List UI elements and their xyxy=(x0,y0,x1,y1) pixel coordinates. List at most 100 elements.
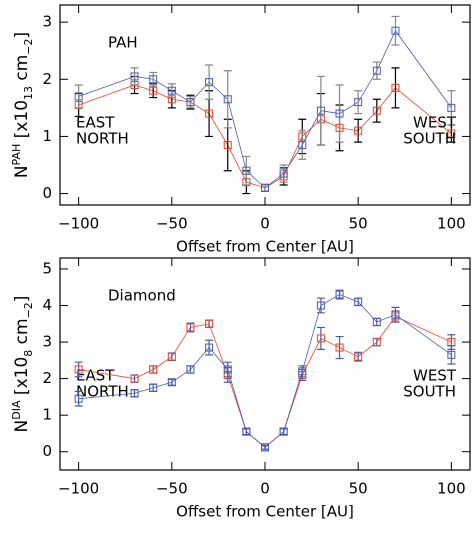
y-tick-label: 1 xyxy=(42,127,52,145)
error-bar xyxy=(279,428,288,436)
legend-label: EAST xyxy=(76,114,115,132)
y-tick-label: 0 xyxy=(42,184,52,202)
y-axis-label-part: PAH xyxy=(10,144,23,166)
error-bar xyxy=(335,335,344,360)
data-point xyxy=(298,367,307,376)
y-tick-label: 3 xyxy=(42,333,52,351)
data-point xyxy=(447,129,456,138)
x-tick-label: 0 xyxy=(260,480,270,498)
error-bar xyxy=(335,84,344,143)
y-axis-label-part: ] xyxy=(12,32,32,39)
data-point xyxy=(372,338,381,347)
y-axis-label-part: −2 xyxy=(22,302,35,318)
x-tick-label: −50 xyxy=(156,215,188,233)
data-point xyxy=(354,98,363,107)
data-point xyxy=(261,443,269,452)
data-point xyxy=(316,106,325,115)
error-bar xyxy=(223,70,232,129)
y-axis-label-part: ] xyxy=(12,296,32,303)
error-bar xyxy=(167,378,176,386)
x-tick-label: 100 xyxy=(437,215,466,233)
data-point xyxy=(316,301,325,310)
data-point xyxy=(447,103,456,112)
y-axis-label: NPAH [x1013 cm−2] xyxy=(10,32,35,178)
y-axis-label-part: [x10 xyxy=(12,100,32,144)
data-point xyxy=(372,66,381,75)
error-bar xyxy=(372,61,381,80)
error-bar xyxy=(261,444,269,450)
error-bar xyxy=(242,155,251,186)
y-axis-label-part: cm xyxy=(12,318,32,349)
data-point xyxy=(205,319,214,328)
series-line xyxy=(78,29,452,189)
legend-label: NORTH xyxy=(76,130,129,148)
data-point xyxy=(149,75,158,84)
data-point xyxy=(205,343,214,352)
data-point xyxy=(186,323,195,332)
y-axis-label-part: DIA xyxy=(10,400,23,420)
data-point xyxy=(167,352,176,361)
x-tick-label: −50 xyxy=(156,480,188,498)
data-point xyxy=(279,169,288,178)
error-bar xyxy=(354,118,363,143)
error-bar xyxy=(205,319,214,329)
annotation: SOUTH xyxy=(403,130,456,148)
error-bar xyxy=(205,339,214,356)
x-tick-label: −100 xyxy=(58,480,99,498)
x-tick-label: 0 xyxy=(260,215,270,233)
data-point xyxy=(149,383,158,392)
error-bar xyxy=(447,345,456,365)
annotation: WEST xyxy=(413,114,457,132)
error-bar xyxy=(335,289,344,300)
data-point xyxy=(242,427,251,436)
x-tick-label: −100 xyxy=(58,215,99,233)
error-bar xyxy=(242,428,251,436)
error-bar xyxy=(354,90,363,115)
y-tick-label: 3 xyxy=(42,13,52,31)
error-bar xyxy=(130,374,139,383)
y-tick-label: 1 xyxy=(42,406,52,424)
data-point xyxy=(74,365,83,374)
x-tick-label: 50 xyxy=(349,215,368,233)
data-point xyxy=(261,183,269,192)
annotation: WEST xyxy=(413,367,457,385)
data-point xyxy=(279,427,288,436)
data-point xyxy=(74,394,83,403)
y-axis-label-part: N xyxy=(12,165,32,178)
data-point xyxy=(316,334,325,343)
data-point xyxy=(447,350,456,359)
data-point xyxy=(354,126,363,135)
error-bar xyxy=(223,361,232,378)
data-point xyxy=(205,78,214,87)
data-point xyxy=(149,86,158,95)
data-point xyxy=(186,365,195,374)
data-point xyxy=(167,86,176,95)
data-point xyxy=(298,141,307,149)
error-bar xyxy=(316,326,325,350)
data-point xyxy=(223,95,232,104)
error-bar xyxy=(186,322,195,333)
error-bar xyxy=(205,64,214,100)
data-point xyxy=(167,378,176,387)
error-bar xyxy=(149,365,158,374)
x-axis-label: Offset from Center [AU] xyxy=(176,503,354,521)
data-point xyxy=(242,166,251,175)
error-bar xyxy=(391,306,400,323)
data-point xyxy=(74,92,83,101)
error-bar xyxy=(167,352,176,361)
error-bar xyxy=(316,297,325,314)
error-bar xyxy=(279,164,288,183)
y-tick-label: 2 xyxy=(42,369,52,387)
data-point xyxy=(335,343,344,352)
error-bar xyxy=(149,71,158,87)
data-point xyxy=(186,98,195,107)
data-point xyxy=(372,317,381,326)
error-bar xyxy=(74,390,83,407)
y-tick-label: 0 xyxy=(42,442,52,460)
error-bar xyxy=(447,90,456,126)
y-tick-label: 5 xyxy=(42,259,52,277)
x-tick-label: 100 xyxy=(437,480,466,498)
y-tick-label: 2 xyxy=(42,70,52,88)
y-axis-label-part: N xyxy=(12,420,32,433)
